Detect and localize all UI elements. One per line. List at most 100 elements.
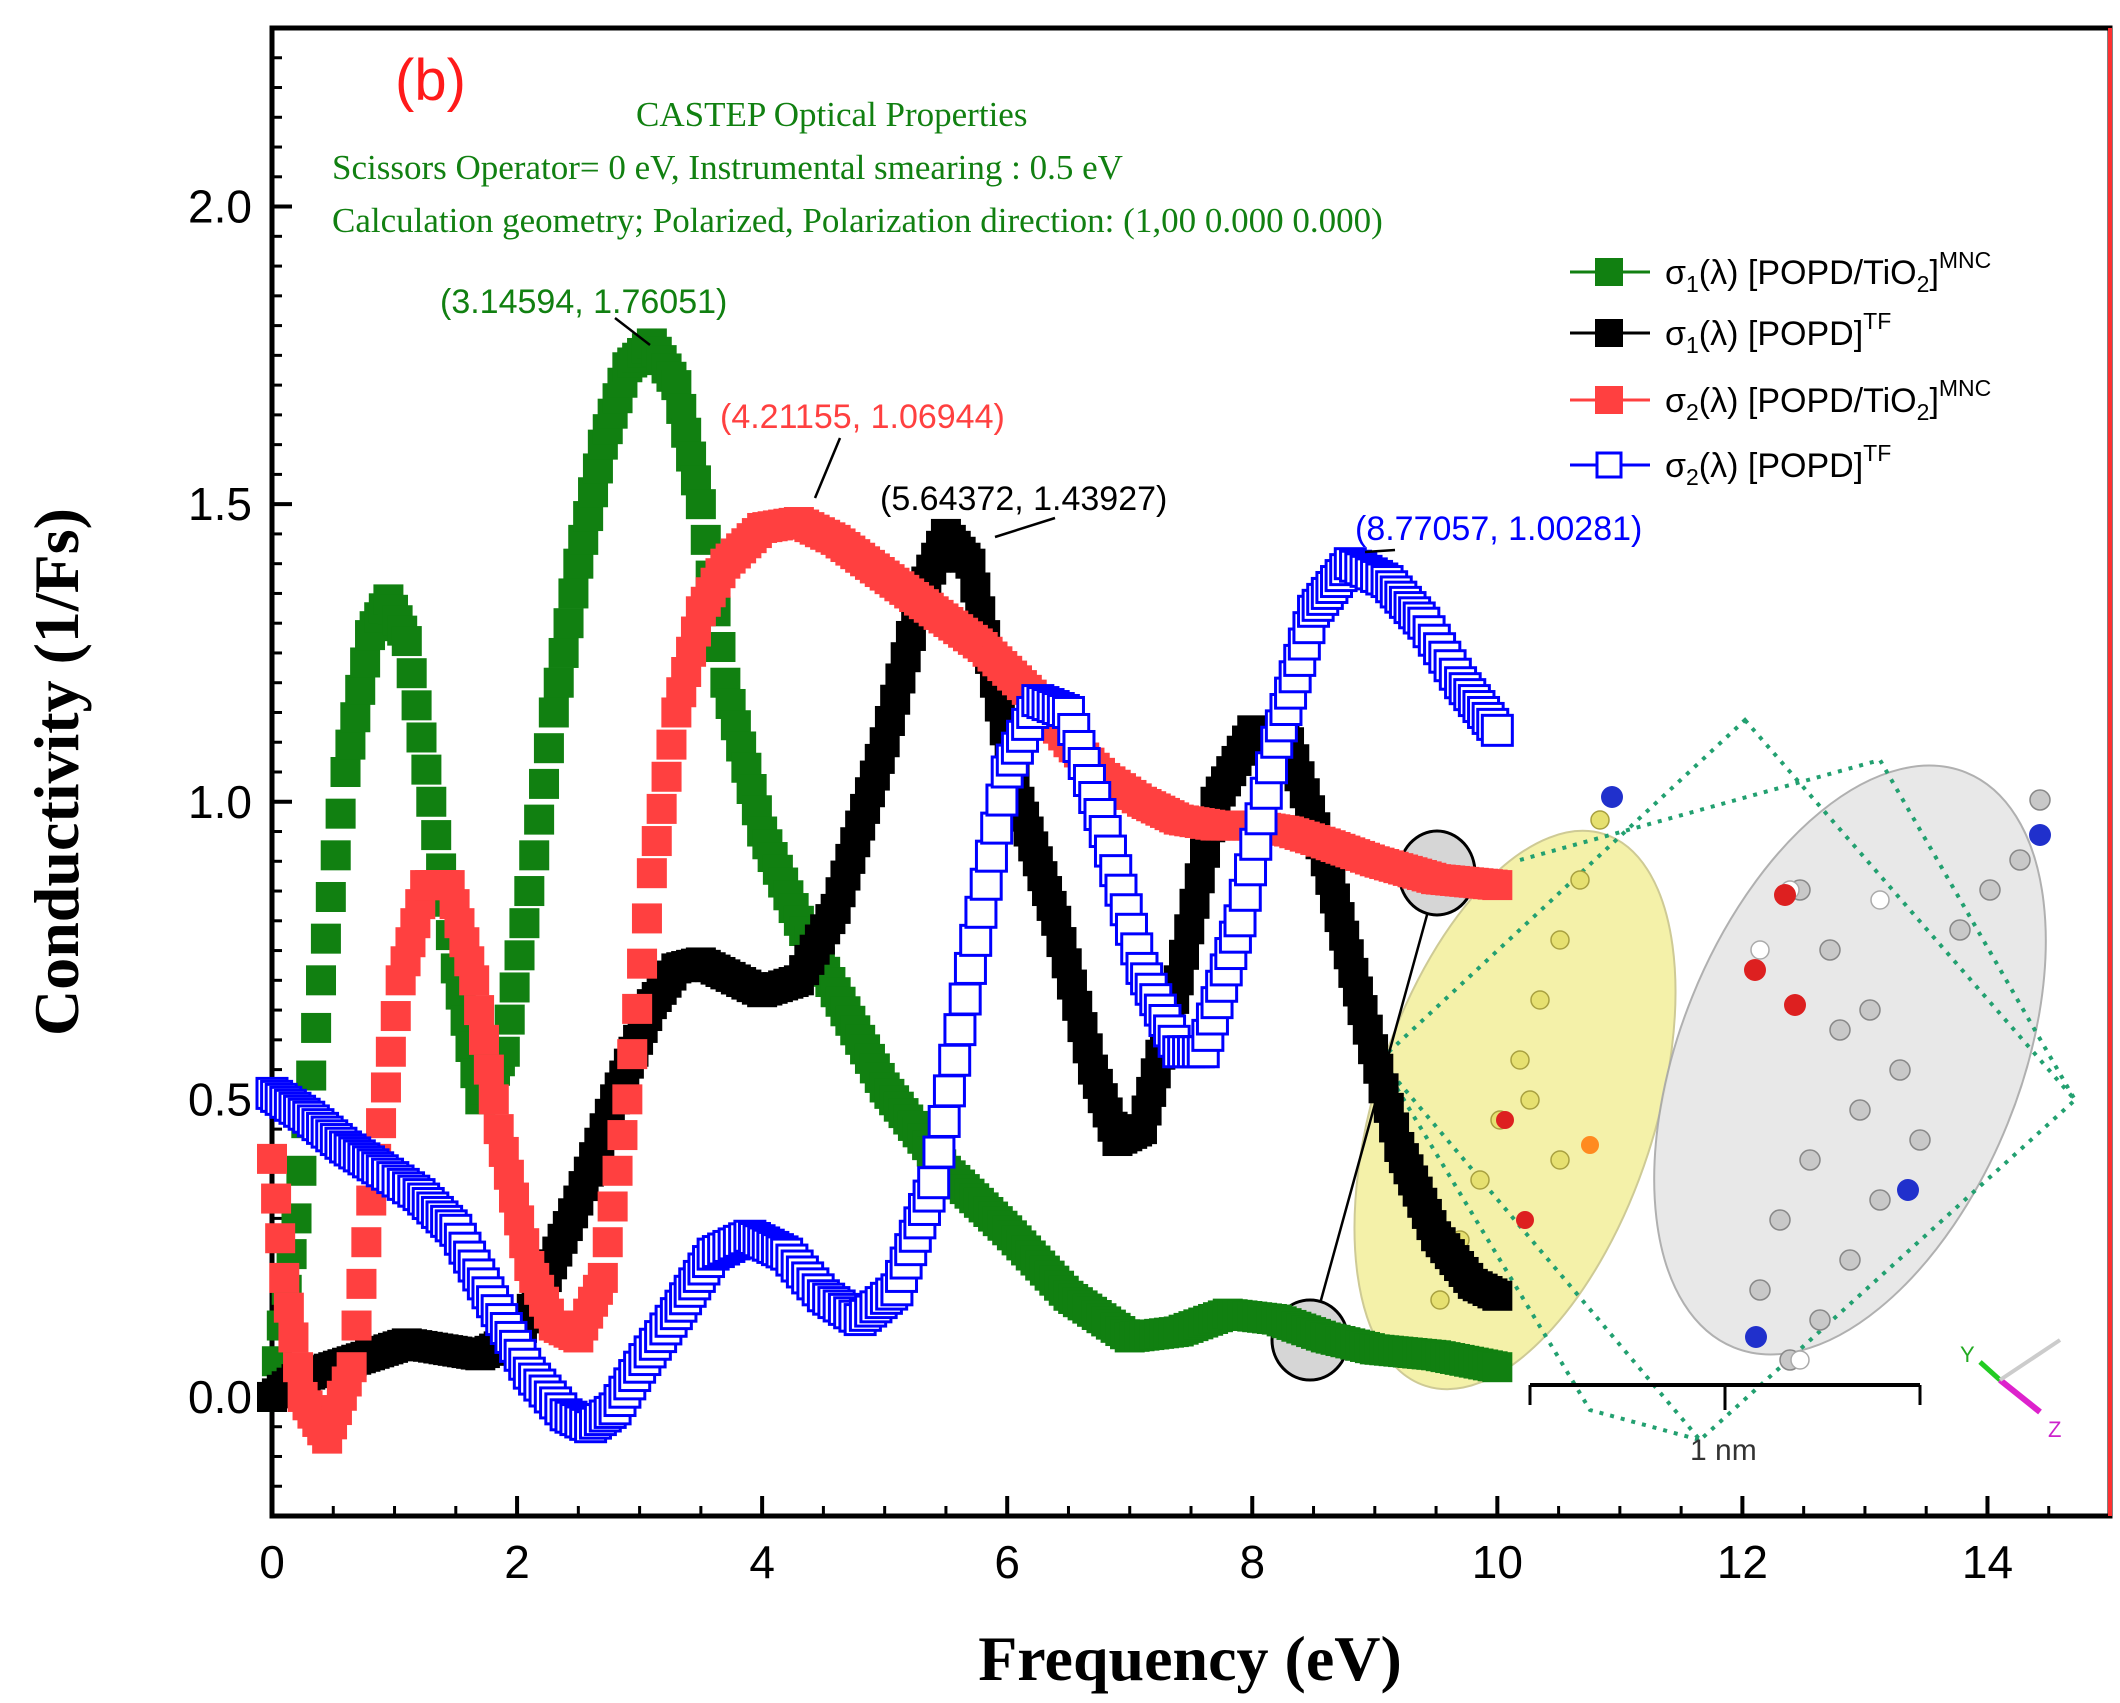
data-marker	[261, 1183, 292, 1214]
data-marker	[932, 1074, 966, 1108]
data-marker	[320, 840, 351, 871]
data-marker	[922, 1135, 956, 1169]
data-marker	[964, 895, 998, 929]
data-marker	[345, 674, 376, 705]
data-marker	[622, 993, 653, 1024]
atom-orange	[1581, 1136, 1599, 1154]
data-marker	[325, 798, 356, 829]
data-marker	[558, 578, 589, 609]
data-marker	[380, 1001, 411, 1032]
atom-yellow	[1570, 870, 1590, 890]
atom-yellow	[1520, 1090, 1540, 1110]
atom-yellow	[1430, 1290, 1450, 1310]
atom-carbon	[1799, 1149, 1821, 1171]
x-tick-label: 4	[749, 1536, 775, 1588]
x-tick-label: 12	[1717, 1536, 1768, 1588]
atom-nitrogen	[1745, 1326, 1767, 1348]
data-marker	[980, 811, 1014, 845]
atom-carbon	[1829, 1019, 1851, 1041]
atom-carbon	[1869, 1189, 1891, 1211]
atom-carbon	[1769, 1209, 1791, 1231]
data-marker	[1179, 888, 1210, 919]
data-marker	[350, 647, 381, 678]
data-marker	[617, 1039, 648, 1070]
atom-oxygen	[1496, 1111, 1514, 1129]
data-marker	[959, 923, 993, 957]
atom-carbon	[1809, 1309, 1831, 1331]
atom-oxygen	[1774, 884, 1796, 906]
data-marker	[459, 965, 490, 996]
atom-carbon	[1949, 919, 1971, 941]
data-marker	[974, 839, 1008, 873]
legend-entry-sigma1-mnc: σ1(λ) [POPD/TiO2]MNC	[1570, 247, 1991, 297]
data-marker	[1482, 1352, 1513, 1383]
data-marker	[421, 820, 452, 851]
data-marker	[468, 1024, 499, 1055]
data-marker	[548, 637, 579, 668]
data-marker	[375, 1036, 406, 1067]
panel-label: (b)	[395, 48, 466, 113]
series-layer	[255, 328, 1514, 1454]
axis-label-z: Z	[2048, 1417, 2061, 1442]
data-marker	[1482, 1280, 1513, 1311]
data-marker	[553, 608, 584, 639]
data-marker	[464, 995, 495, 1026]
data-marker	[406, 722, 437, 753]
data-marker	[330, 757, 361, 787]
scale-bar: 1 nm	[1528, 1383, 1922, 1467]
svg-text:(8.77057, 1.00281): (8.77057, 1.00281)	[1355, 510, 1642, 548]
data-marker	[306, 965, 337, 996]
atom-nitrogen	[1897, 1179, 1919, 1201]
data-marker	[504, 940, 535, 971]
atom-oxygen	[1784, 994, 1806, 1016]
data-marker	[296, 1060, 327, 1091]
data-marker	[1168, 939, 1199, 970]
data-marker	[336, 1352, 367, 1383]
data-marker	[646, 793, 677, 824]
data-marker	[315, 881, 346, 912]
data-marker	[273, 1292, 304, 1323]
data-marker	[494, 1004, 525, 1035]
data-marker	[335, 729, 366, 760]
y-axis-title: Conductivity (1/Fs)	[21, 508, 92, 1036]
legend-entry-sigma1-tf: σ1(λ) [POPD]TF	[1570, 308, 1891, 358]
atom-yellow	[1530, 990, 1550, 1010]
atom-yellow	[1590, 810, 1610, 830]
annotation-red: (4.21155, 1.06944)	[720, 398, 1005, 499]
unit-cell-box	[1377, 717, 2078, 1443]
annotation-green: (3.14594, 1.76051)	[440, 283, 727, 346]
atom-carbon	[1909, 1129, 1931, 1151]
data-marker	[969, 867, 1003, 901]
atom-carbon	[1819, 939, 1841, 961]
data-marker	[1184, 863, 1215, 894]
atom-oxygen	[1744, 959, 1766, 981]
info-line-2: Scissors Operator= 0 eV, Instrumental sm…	[332, 148, 1123, 187]
x-tick-label: 2	[504, 1536, 530, 1588]
atom-oxygen	[1516, 1211, 1534, 1229]
axis-label-y: Y	[1960, 1342, 1975, 1367]
svg-text:σ1(λ) [POPD/TiO2]MNC: σ1(λ) [POPD/TiO2]MNC	[1665, 247, 1991, 297]
svg-text:σ2(λ) [POPD]TF: σ2(λ) [POPD]TF	[1665, 440, 1891, 490]
y-tick-label: 0.0	[188, 1371, 252, 1423]
data-marker	[938, 1043, 972, 1077]
legend-entry-sigma2-mnc: σ2(λ) [POPD/TiO2]MNC	[1570, 375, 1991, 425]
atom-group	[1430, 786, 2051, 1371]
atom-hydrogen	[1790, 1350, 1810, 1370]
data-marker	[340, 702, 371, 733]
data-marker	[478, 1084, 509, 1115]
data-marker	[257, 1143, 287, 1174]
grey-ellipsoid	[1653, 764, 2047, 1356]
data-marker	[631, 903, 662, 934]
data-marker	[651, 761, 682, 792]
x-axis-title: Frequency (eV)	[978, 1623, 1402, 1694]
data-marker	[1190, 837, 1221, 868]
data-marker	[636, 858, 667, 889]
data-marker	[597, 1191, 628, 1222]
data-marker	[286, 1155, 317, 1186]
axis-ticks: 0 2 4 6 8 10 12 14 0.0 0.5 1.0 1.5 2.0	[188, 26, 2051, 1588]
data-marker	[607, 1120, 638, 1151]
data-marker	[543, 667, 574, 698]
data-marker	[612, 1084, 643, 1115]
atom-nitrogen	[1601, 786, 1623, 808]
